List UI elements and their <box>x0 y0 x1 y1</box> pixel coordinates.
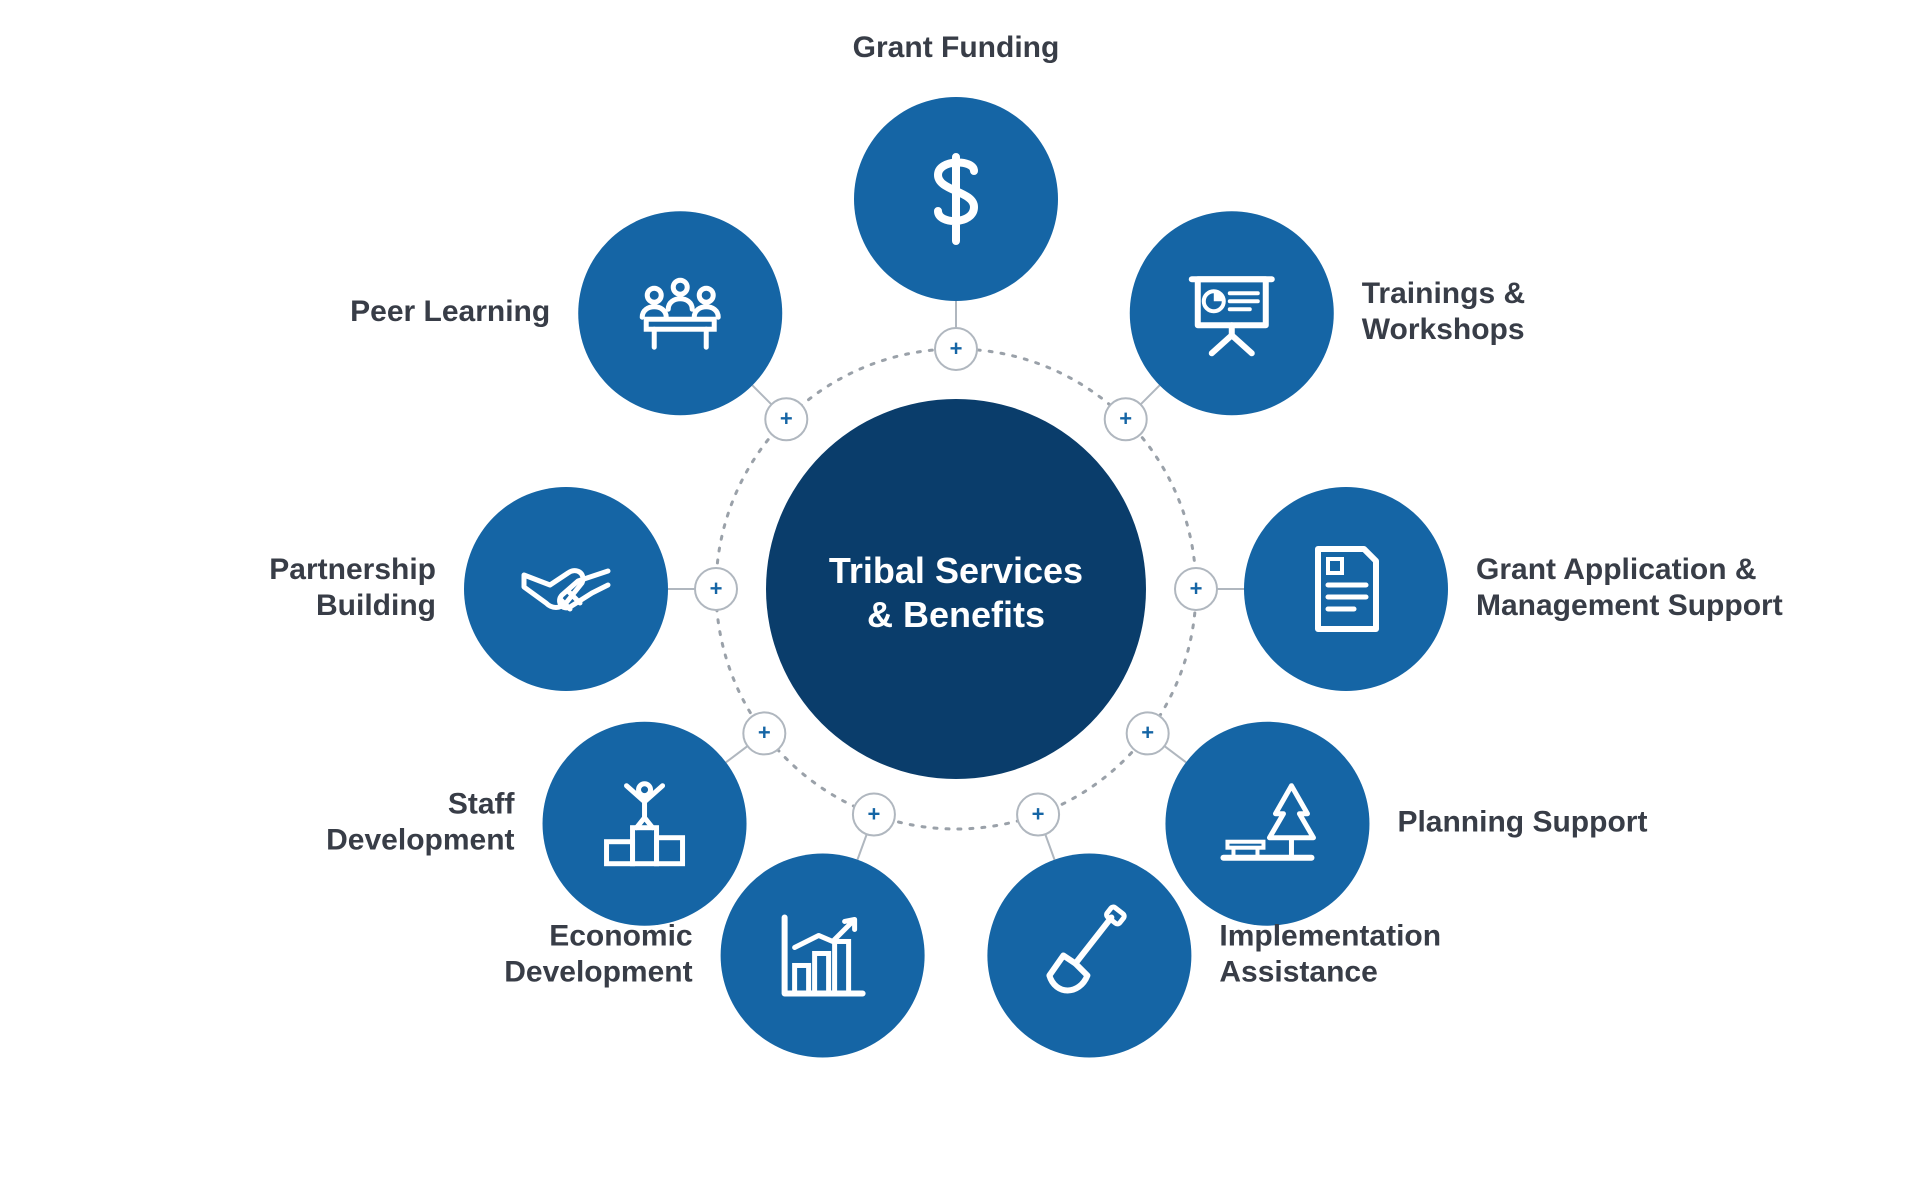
node-circle-trainings <box>1130 211 1334 415</box>
diagram-svg: Tribal Services& Benefits+++++++++Grant … <box>0 0 1913 1179</box>
label-grant-app: Grant Application &Management Support <box>1476 553 1783 622</box>
node-circle-peer <box>578 211 782 415</box>
label-partnership: PartnershipBuilding <box>269 553 436 622</box>
node-trainings <box>1130 211 1334 415</box>
node-circle-planning <box>1165 722 1369 926</box>
node-economic <box>721 853 925 1057</box>
plus-marker-grant-app: + <box>1175 568 1217 610</box>
plus-icon: + <box>1190 576 1203 601</box>
plus-marker-planning: + <box>1127 712 1169 754</box>
node-circle-implementation <box>987 853 1191 1057</box>
plus-marker-economic: + <box>853 794 895 836</box>
plus-icon: + <box>1032 801 1045 826</box>
node-grant-app <box>1244 487 1448 691</box>
plus-icon: + <box>710 576 723 601</box>
plus-marker-grant-funding: + <box>935 328 977 370</box>
plus-icon: + <box>1119 406 1132 431</box>
plus-marker-staff: + <box>743 712 785 754</box>
label-staff: StaffDevelopment <box>326 788 515 857</box>
node-implementation <box>987 853 1191 1057</box>
label-implementation: ImplementationAssistance <box>1219 919 1441 988</box>
node-circle-staff <box>543 722 747 926</box>
tribal-services-diagram: Tribal Services& Benefits+++++++++Grant … <box>0 0 1913 1179</box>
plus-icon: + <box>758 720 771 745</box>
label-peer: Peer Learning <box>350 295 550 328</box>
plus-icon: + <box>780 406 793 431</box>
node-staff <box>543 722 747 926</box>
plus-icon: + <box>1141 720 1154 745</box>
node-partnership <box>464 487 668 691</box>
plus-marker-peer: + <box>765 398 807 440</box>
plus-icon: + <box>867 801 880 826</box>
plus-marker-implementation: + <box>1017 794 1059 836</box>
hub-layer: Tribal Services& Benefits <box>766 399 1146 779</box>
label-economic: EconomicDevelopment <box>504 919 692 988</box>
node-planning <box>1165 722 1369 926</box>
plus-icon: + <box>950 336 963 361</box>
label-planning: Planning Support <box>1397 806 1647 839</box>
label-trainings: Trainings &Workshops <box>1362 277 1525 346</box>
label-grant-funding: Grant Funding <box>853 31 1060 64</box>
node-grant-funding <box>854 97 1058 301</box>
plus-marker-trainings: + <box>1105 398 1147 440</box>
node-circle-grant-app <box>1244 487 1448 691</box>
plus-marker-partnership: + <box>695 568 737 610</box>
node-peer <box>578 211 782 415</box>
